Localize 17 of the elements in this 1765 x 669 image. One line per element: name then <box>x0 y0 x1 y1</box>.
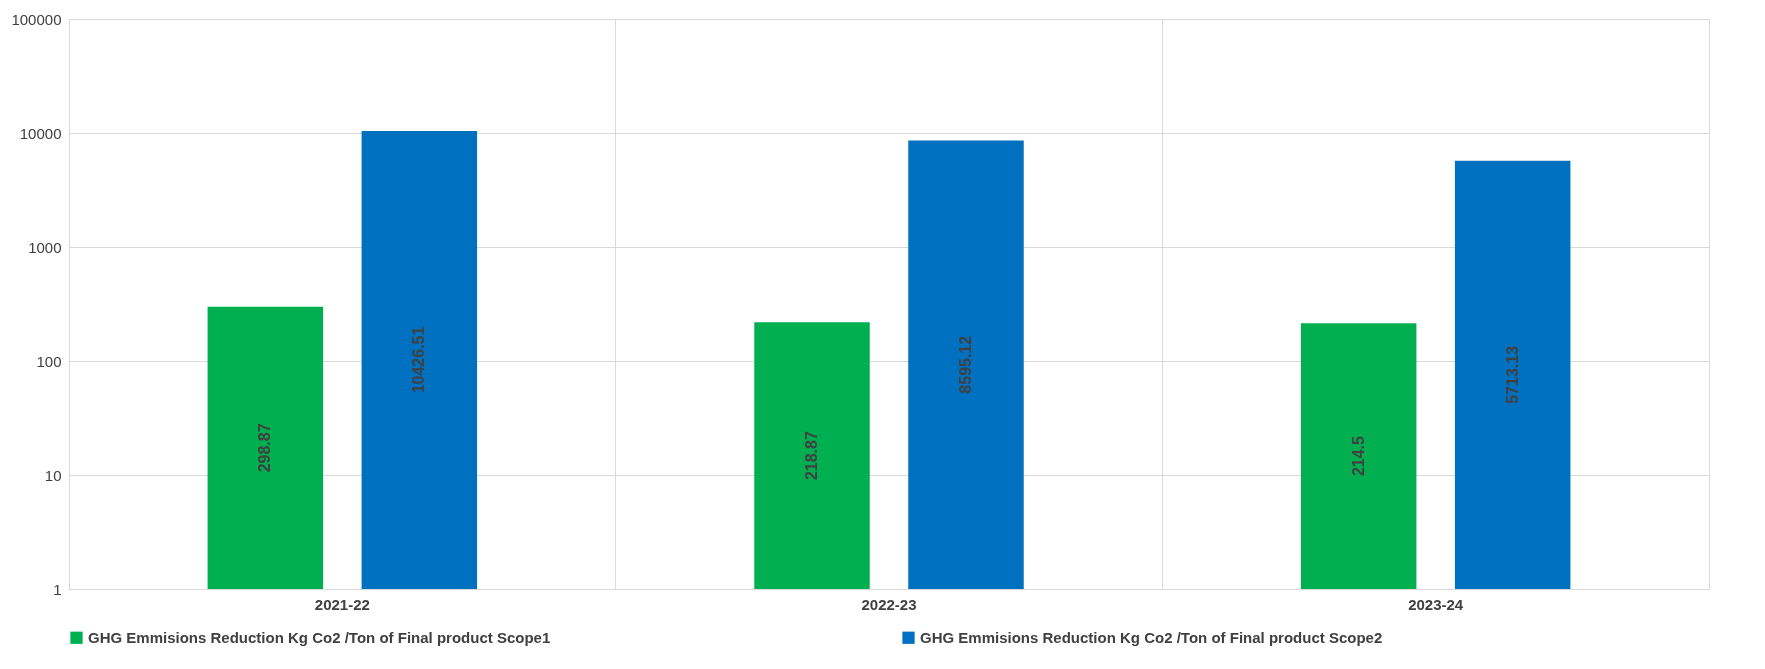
data-label: 10426.51 <box>410 326 428 394</box>
y-tick-label: 100 <box>36 352 62 370</box>
data-label: 8595.12 <box>957 335 974 394</box>
x-tick-label: 2022-23 <box>861 595 917 613</box>
legend-label: GHG Emmisions Reduction Kg Co2 /Ton of Final product Scope1 <box>88 628 551 646</box>
x-tick-label: 2023-24 <box>1408 595 1464 613</box>
y-tick-label: 10000 <box>19 124 62 142</box>
data-label: 214.5 <box>1349 435 1367 477</box>
legend-label: GHG Emmisions Reduction Kg Co2 /Ton of Final product Scope2 <box>920 628 1383 646</box>
y-tick-label: 100000 <box>11 10 62 28</box>
data-label: 298.87 <box>256 423 274 473</box>
y-tick-label: 10 <box>44 466 62 484</box>
x-tick-label: 2021-22 <box>314 595 370 613</box>
y-tick-label: 1000 <box>28 238 62 256</box>
data-label: 5713.13 <box>1503 345 1521 404</box>
data-label: 218.87 <box>803 431 820 481</box>
y-tick-label: 1 <box>53 580 62 598</box>
